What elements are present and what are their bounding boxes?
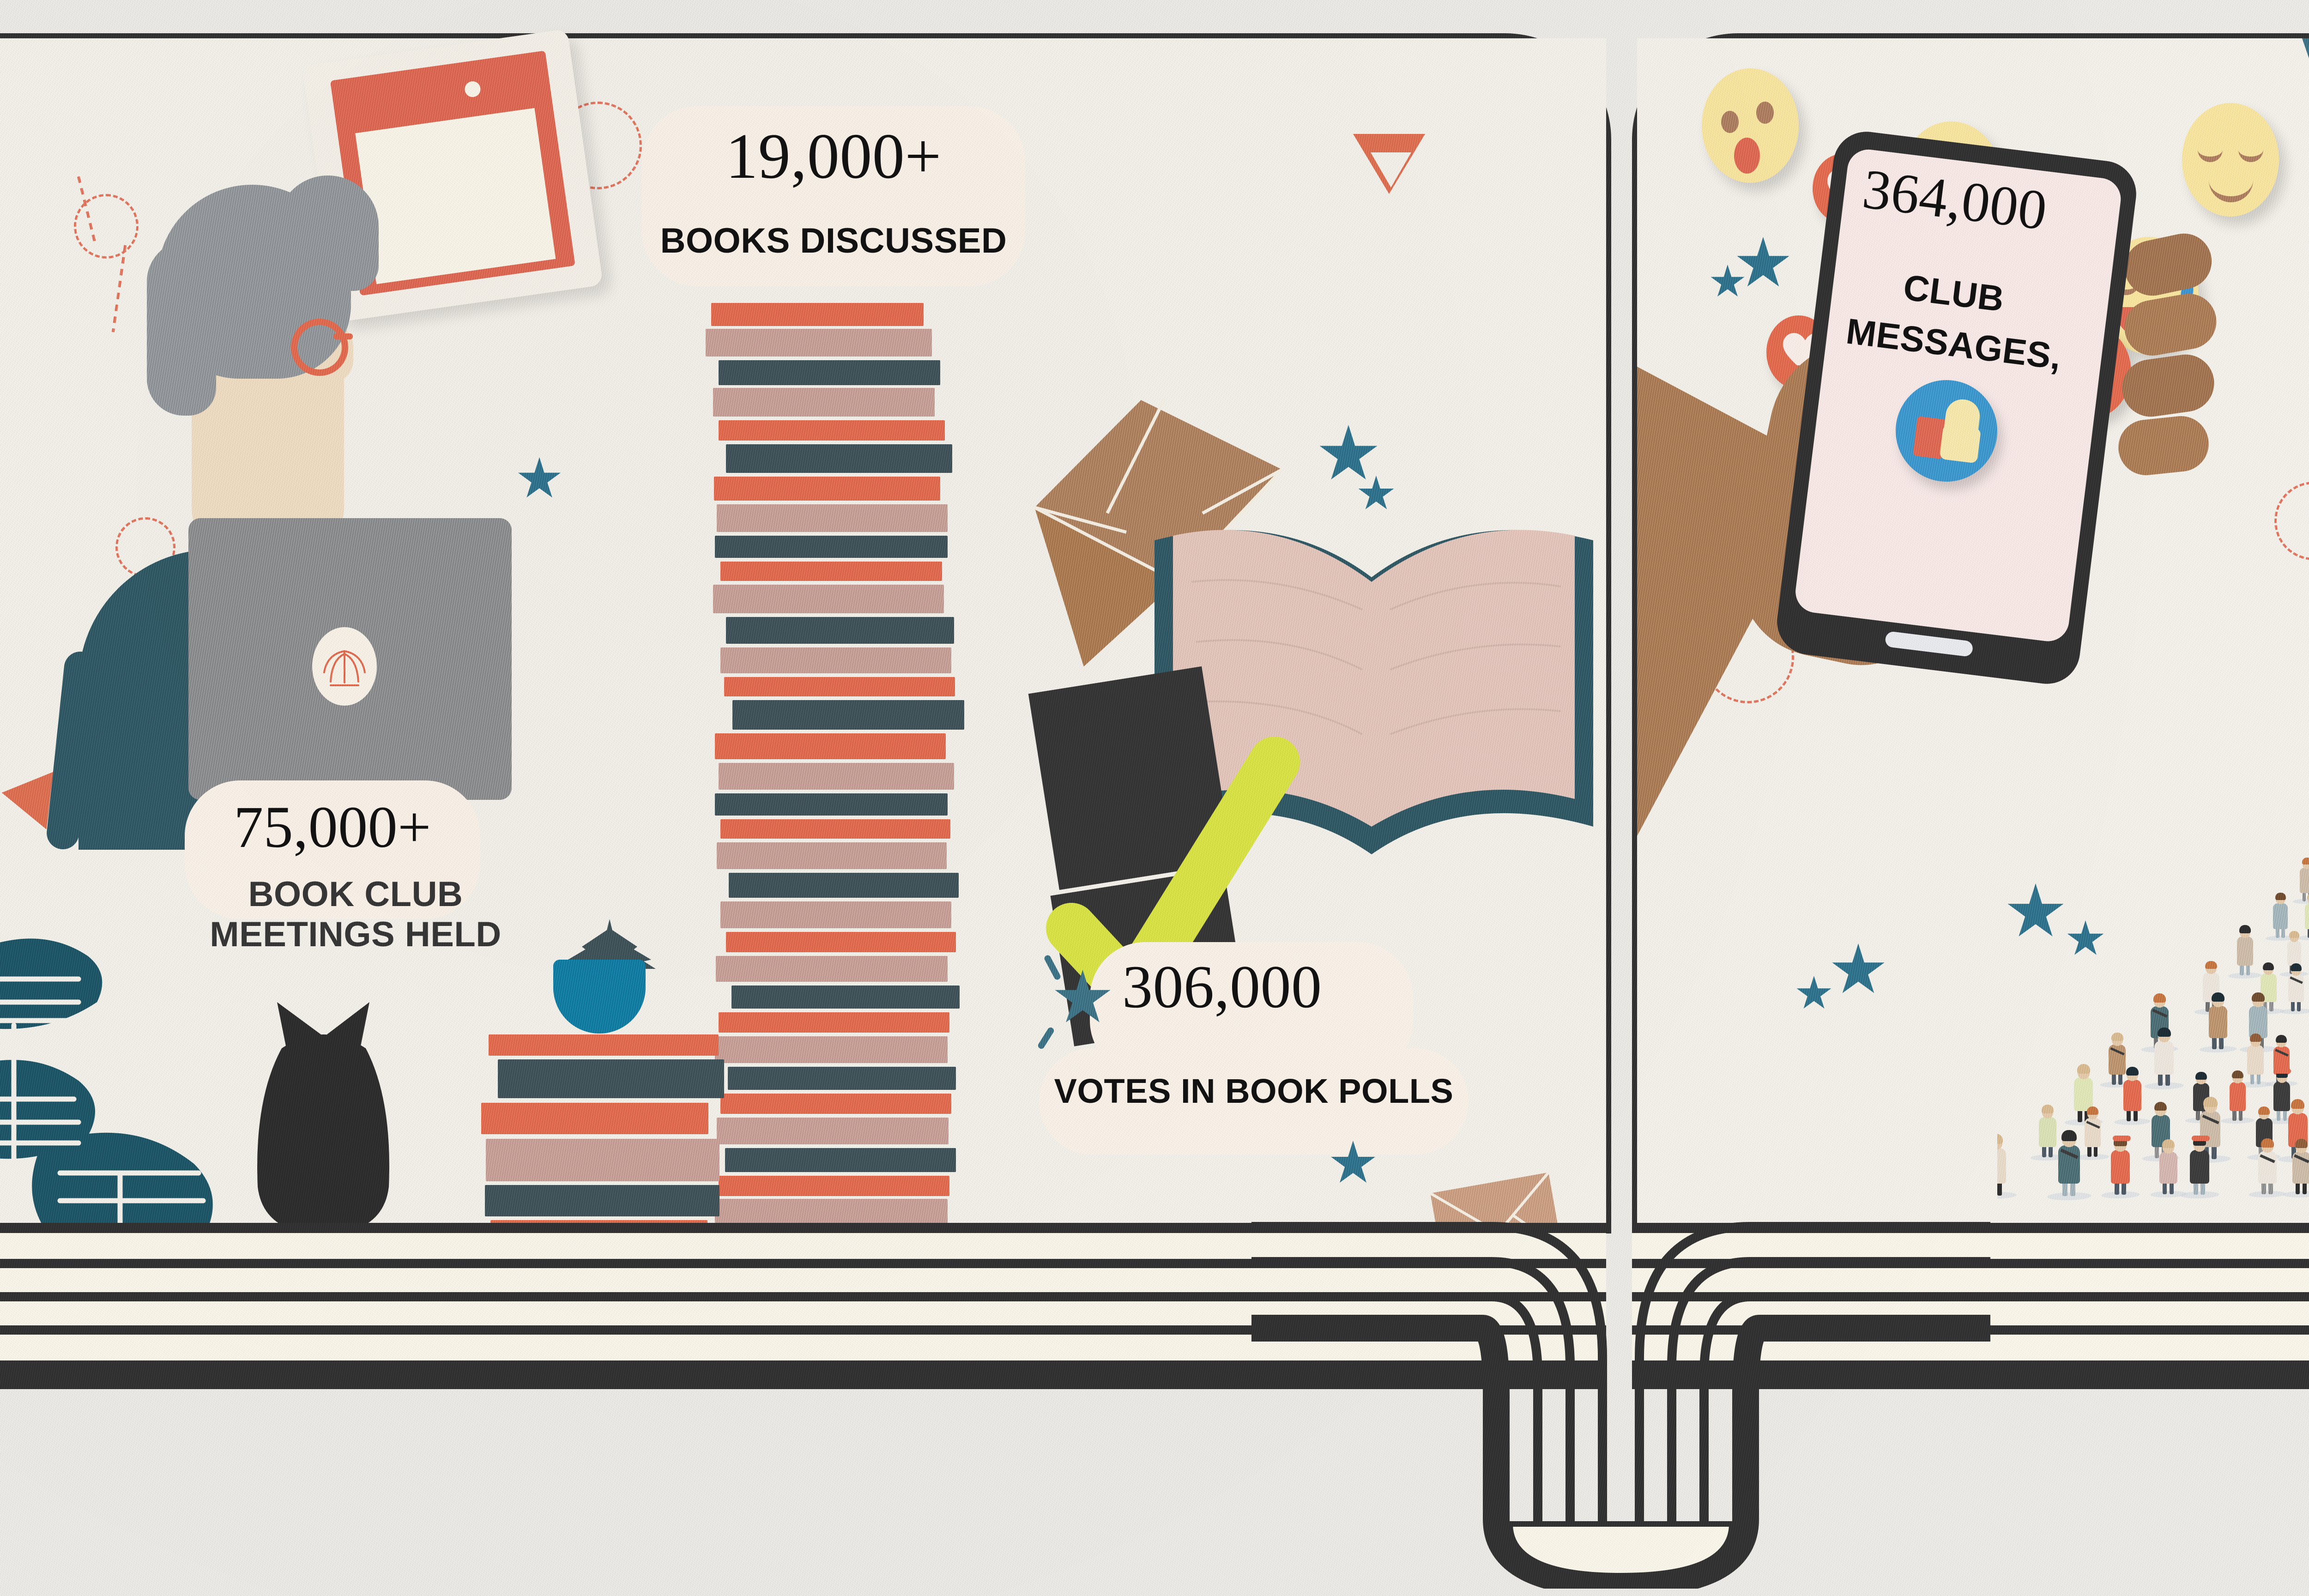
page-edge-line	[0, 1259, 1606, 1268]
crowd-person	[2263, 893, 2297, 941]
finger	[2116, 413, 2212, 478]
crowd-person	[2192, 961, 2230, 1015]
book-fan-logo	[312, 627, 377, 706]
crowd-person	[2098, 1135, 2142, 1198]
crowd-person	[2246, 1138, 2288, 1198]
glasses-icon	[333, 333, 353, 339]
books-stat-value: 19,000+	[725, 121, 942, 192]
crowd-person	[2278, 963, 2309, 1014]
plant-pot	[553, 960, 646, 1034]
crowd-person	[2028, 1105, 2067, 1161]
meetings-stat-label-line1: BOOK CLUB	[248, 875, 463, 914]
page-edge-gap	[0, 1268, 1606, 1292]
crowd-person	[2187, 1097, 2234, 1163]
crowd-person	[2062, 1064, 2105, 1125]
home-indicator	[1884, 631, 1974, 657]
star-icon	[1796, 976, 1831, 1009]
smiling-face-emoji	[2182, 103, 2279, 217]
crowd-person	[2237, 992, 2279, 1052]
glasses-icon	[291, 319, 348, 376]
crowd-person	[2295, 893, 2309, 941]
star-icon	[1832, 943, 1885, 993]
dashed-doodle	[2274, 482, 2309, 560]
crowd-person	[2236, 1034, 2275, 1088]
page-edge-gap	[1632, 1233, 2309, 1259]
votes-stat-value: 306,000	[1122, 953, 1322, 1021]
star-icon	[1711, 265, 1745, 297]
page-edge-line	[0, 1292, 1606, 1301]
star-icon	[1737, 237, 1789, 287]
votes-label-badge	[1039, 1048, 1469, 1155]
crowd-person	[2148, 1139, 2189, 1197]
crowd-person	[2263, 1069, 2301, 1124]
crowd-person	[2197, 992, 2239, 1052]
votes-stat-label: VOTES IN BOOK POLLS	[1054, 1072, 1454, 1110]
book-spine	[1251, 1222, 1990, 1589]
right-page-fill: 30,000 NEW CLUBS	[1637, 38, 2309, 1228]
crowd-person	[2219, 1070, 2257, 1124]
laptop-icon	[188, 518, 512, 800]
page-edge-gap	[1632, 1268, 2309, 1292]
triangle-cutout	[1371, 152, 1411, 187]
person-hair	[277, 175, 379, 291]
meetings-stat-label-line2: MEETINGS HELD	[210, 915, 502, 954]
crowd-of-people-icon	[1997, 583, 2309, 1228]
crowd-person	[2112, 1067, 2153, 1125]
crowd-person	[2178, 1135, 2221, 1198]
page-edge-line	[0, 1223, 1606, 1233]
person-hair	[147, 240, 216, 416]
surprised-face-emoji	[1702, 68, 1799, 183]
meetings-stat-badge	[185, 780, 480, 919]
crowd-person	[2073, 1106, 2112, 1160]
page-edge-line	[0, 1325, 1606, 1335]
meetings-stat-value: 75,000+	[234, 794, 431, 860]
crowd-person	[2142, 1027, 2186, 1089]
books-stat-label: BOOKS DISCUSSED	[660, 221, 1007, 260]
crowd-person	[1997, 1133, 2019, 1199]
dashed-doodle	[74, 194, 139, 259]
crowd-person	[2280, 1139, 2309, 1197]
crowd-person	[2044, 1130, 2094, 1200]
page-edge-gap	[0, 1233, 1606, 1259]
crowd-person	[2226, 925, 2264, 979]
crowd-person	[2097, 1032, 2137, 1088]
book-cover-edge	[0, 1360, 1606, 1389]
finger	[2118, 351, 2218, 421]
books-stat-badge	[642, 106, 1025, 286]
